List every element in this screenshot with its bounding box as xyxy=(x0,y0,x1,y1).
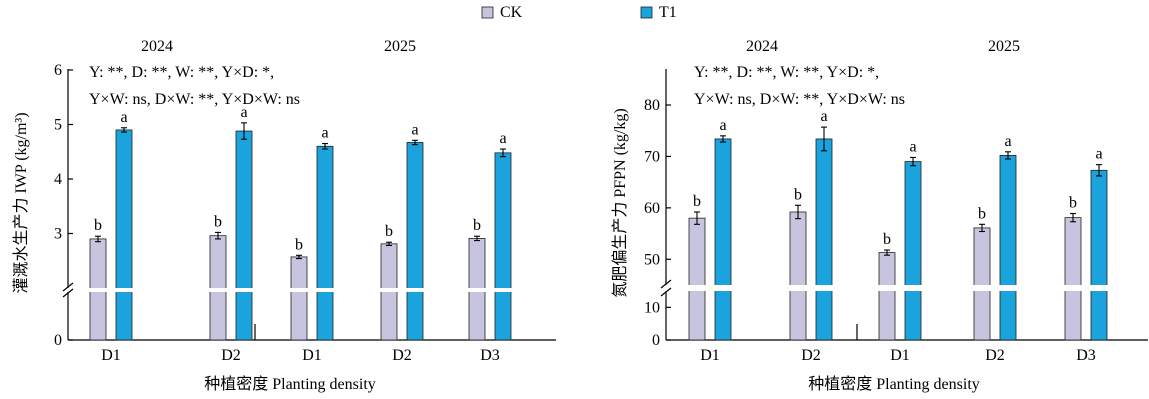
iwp-letter-t1-3: a xyxy=(321,125,328,142)
iwp-y-tick-label-2: 4 xyxy=(54,171,62,188)
pfpn-bar-t1-2 xyxy=(815,138,833,341)
legend: CK T1 xyxy=(481,4,677,21)
iwp-bar-ck-2 xyxy=(209,235,227,341)
legend-swatch-t1 xyxy=(640,6,653,19)
iwp-letter-ck-5: b xyxy=(473,217,481,234)
iwp-letter-t1-4: a xyxy=(411,121,418,138)
pfpn-y-tick-label-4: 70 xyxy=(644,148,660,165)
iwp-year-label-2025: 2025 xyxy=(384,38,416,55)
pfpn-letter-ck-4: b xyxy=(978,205,986,222)
pfpn-axis-break-band xyxy=(667,285,1148,291)
pfpn-category-label-4: D2 xyxy=(985,347,1005,364)
pfpn-category-label-2: D2 xyxy=(801,347,821,364)
pfpn-letter-ck-3: b xyxy=(883,231,891,248)
iwp-bar-t1-5 xyxy=(494,152,512,341)
iwp-y-tick-label-3: 5 xyxy=(54,117,62,134)
iwp-y-tick-label-4: 6 xyxy=(54,62,62,79)
iwp-annotation-line-1: Y: **, D: **, W: **, Y×D: *, xyxy=(89,64,274,81)
iwp-annotation-line-2: Y×W: ns, D×W: **, Y×D×W: ns xyxy=(89,91,300,108)
pfpn-bar-t1-3 xyxy=(904,161,922,341)
iwp-letter-ck-1: b xyxy=(94,217,102,234)
iwp-bar-ck-3 xyxy=(290,256,308,341)
pfpn-panel: 2024 2025 Y: **, D: **, W: **, Y×D: *, Y… xyxy=(611,38,1148,393)
pfpn-bar-ck-1 xyxy=(688,217,706,341)
pfpn-y-tick-label-3: 60 xyxy=(644,200,660,217)
pfpn-axis-break-mark-bottom xyxy=(660,287,672,297)
pfpn-letter-ck-5: b xyxy=(1069,195,1077,212)
pfpn-category-label-5: D3 xyxy=(1076,347,1096,364)
pfpn-year-label-2024: 2024 xyxy=(746,38,778,55)
iwp-y-axis-label: 灌溉水生产力 IWP (kg/m³) xyxy=(12,112,30,293)
iwp-category-label-5: D3 xyxy=(480,347,500,364)
pfpn-bar-ck-2 xyxy=(789,211,807,341)
pfpn-y-tick-label-0: 0 xyxy=(652,332,660,349)
iwp-letter-t1-2: a xyxy=(240,104,247,121)
iwp-letter-ck-2: b xyxy=(214,213,222,230)
pfpn-bar-t1-5 xyxy=(1090,169,1108,341)
pfpn-letter-t1-5: a xyxy=(1095,146,1102,163)
pfpn-annotation-line-2: Y×W: ns, D×W: **, Y×D×W: ns xyxy=(694,91,905,108)
pfpn-axis-break-gap xyxy=(661,285,671,291)
pfpn-annotation-line-1: Y: **, D: **, W: **, Y×D: *, xyxy=(694,64,879,81)
pfpn-bar-ck-3 xyxy=(878,252,896,341)
iwp-bar-t1-3 xyxy=(316,145,334,341)
pfpn-bar-ck-4 xyxy=(973,227,991,341)
iwp-category-label-3: D1 xyxy=(302,347,322,364)
pfpn-bar-ck-5 xyxy=(1064,217,1082,341)
iwp-category-label-1: D1 xyxy=(101,347,121,364)
pfpn-category-label-1: D1 xyxy=(700,347,720,364)
iwp-letter-ck-3: b xyxy=(295,236,303,253)
iwp-category-label-4: D2 xyxy=(392,347,412,364)
pfpn-letter-ck-2: b xyxy=(794,186,802,203)
pfpn-y-tick-label-2: 50 xyxy=(644,251,660,268)
iwp-y-tick-label-1: 3 xyxy=(54,226,62,243)
pfpn-bar-t1-4 xyxy=(999,154,1017,341)
iwp-letter-t1-5: a xyxy=(499,130,506,147)
pfpn-category-label-3: D1 xyxy=(890,347,910,364)
pfpn-letter-t1-3: a xyxy=(909,138,916,155)
iwp-axis-break-mark-bottom xyxy=(62,288,74,298)
iwp-bar-t1-2 xyxy=(235,130,253,341)
iwp-axis-break-band xyxy=(69,288,556,292)
iwp-panel: 2024 2025 Y: **, D: **, W: **, Y×D: *, Y… xyxy=(12,38,556,393)
iwp-bar-t1-4 xyxy=(406,142,424,341)
iwp-year-label-2024: 2024 xyxy=(141,38,173,55)
iwp-bar-t1-1 xyxy=(115,129,133,341)
pfpn-y-tick-label-5: 80 xyxy=(644,97,660,114)
legend-label-ck: CK xyxy=(500,4,523,21)
pfpn-y-tick-label-1: 10 xyxy=(644,299,660,316)
pfpn-x-axis-label: 种植密度 Planting density xyxy=(808,375,980,393)
pfpn-y-axis-label: 氮肥偏生产力 PFPN (kg/kg) xyxy=(611,108,629,297)
iwp-category-label-2: D2 xyxy=(221,347,241,364)
pfpn-letter-t1-1: a xyxy=(719,117,726,134)
pfpn-year-label-2025: 2025 xyxy=(988,38,1020,55)
iwp-axis-break-mark-top xyxy=(62,282,74,292)
pfpn-letter-t1-4: a xyxy=(1004,133,1011,150)
iwp-x-axis-label: 种植密度 Planting density xyxy=(204,375,376,393)
legend-swatch-ck xyxy=(481,6,494,19)
iwp-y-tick-label-0: 0 xyxy=(54,332,62,349)
iwp-axis-break-gap xyxy=(63,288,73,292)
iwp-letter-ck-4: b xyxy=(385,223,393,240)
pfpn-axis-break-mark-top xyxy=(660,279,672,289)
legend-label-t1: T1 xyxy=(659,4,677,21)
pfpn-letter-t1-2: a xyxy=(820,108,827,125)
iwp-letter-t1-1: a xyxy=(120,109,127,126)
pfpn-bar-t1-1 xyxy=(714,138,732,341)
pfpn-letter-ck-1: b xyxy=(693,193,701,210)
